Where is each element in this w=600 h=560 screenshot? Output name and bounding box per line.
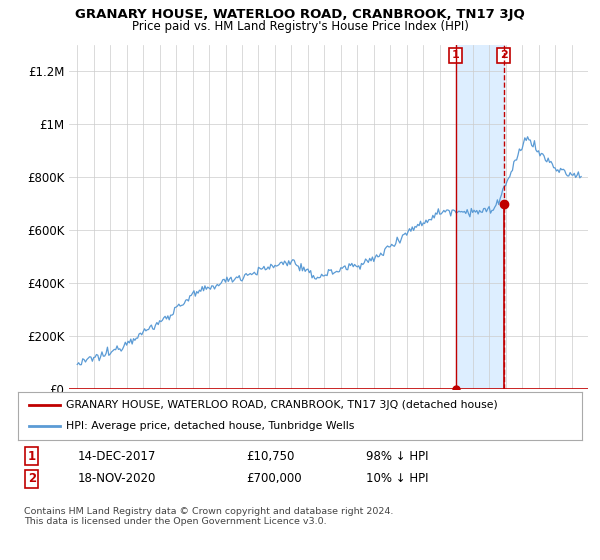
Text: Contains HM Land Registry data © Crown copyright and database right 2024.
This d: Contains HM Land Registry data © Crown c… bbox=[24, 507, 394, 526]
Bar bbox=[455, 45, 503, 389]
Text: 1: 1 bbox=[28, 450, 36, 463]
Text: 14-DEC-2017: 14-DEC-2017 bbox=[78, 450, 157, 463]
Text: GRANARY HOUSE, WATERLOO ROAD, CRANBROOK, TN17 3JQ: GRANARY HOUSE, WATERLOO ROAD, CRANBROOK,… bbox=[75, 8, 525, 21]
Text: 98% ↓ HPI: 98% ↓ HPI bbox=[366, 450, 428, 463]
Text: 1: 1 bbox=[452, 50, 460, 60]
Text: HPI: Average price, detached house, Tunbridge Wells: HPI: Average price, detached house, Tunb… bbox=[66, 421, 355, 431]
Text: GRANARY HOUSE, WATERLOO ROAD, CRANBROOK, TN17 3JQ (detached house): GRANARY HOUSE, WATERLOO ROAD, CRANBROOK,… bbox=[66, 400, 497, 410]
Text: £700,000: £700,000 bbox=[246, 472, 302, 486]
Text: Price paid vs. HM Land Registry's House Price Index (HPI): Price paid vs. HM Land Registry's House … bbox=[131, 20, 469, 32]
Text: 18-NOV-2020: 18-NOV-2020 bbox=[78, 472, 157, 486]
Text: 10% ↓ HPI: 10% ↓ HPI bbox=[366, 472, 428, 486]
Text: 2: 2 bbox=[500, 50, 508, 60]
Text: £10,750: £10,750 bbox=[246, 450, 295, 463]
Text: 2: 2 bbox=[28, 472, 36, 486]
